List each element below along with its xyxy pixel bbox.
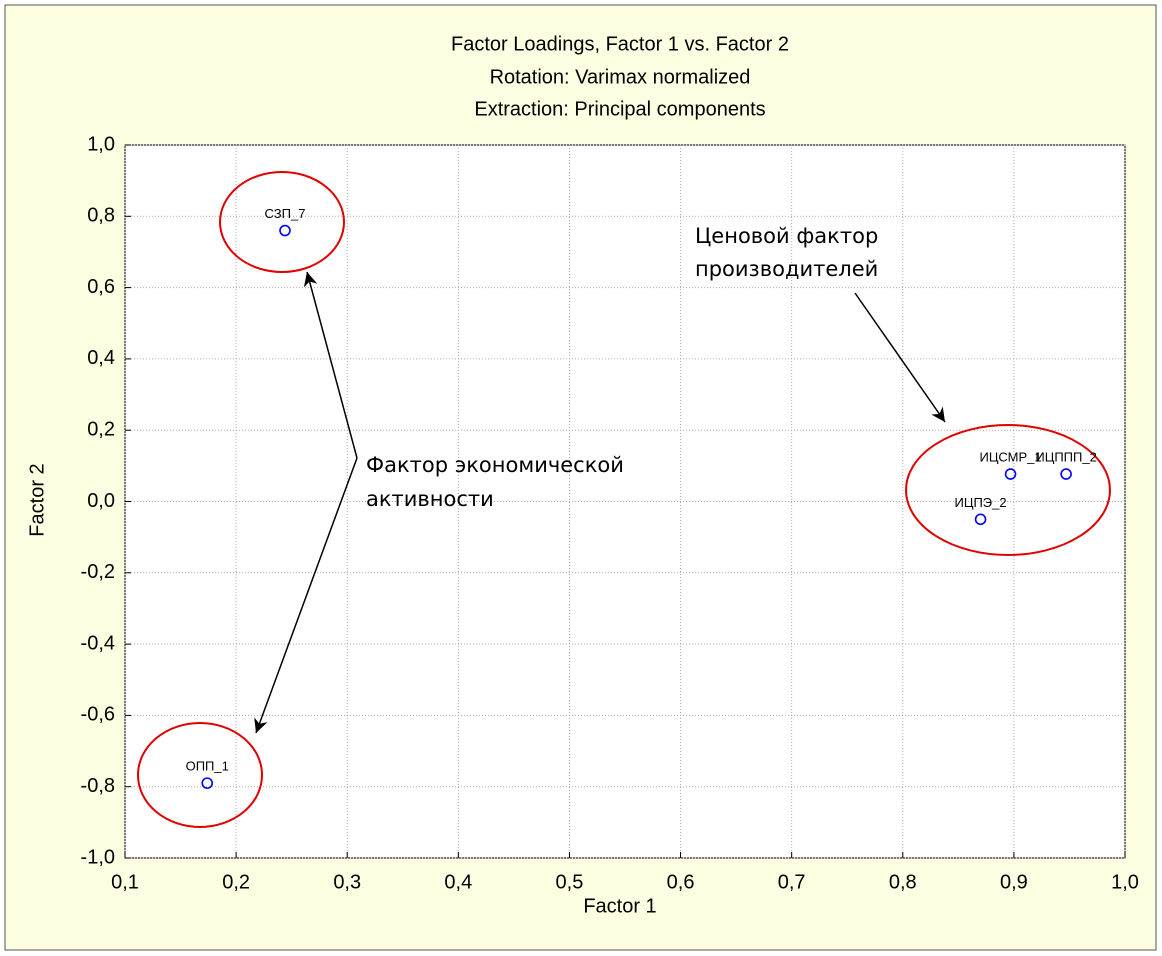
arrow [303, 271, 358, 459]
point [974, 513, 987, 526]
y-tick-label: -0,2 [81, 561, 115, 583]
annotation: производителей [695, 257, 878, 281]
y-tick-label: 0,2 [87, 418, 115, 440]
grid [124, 144, 1126, 859]
point [201, 777, 214, 789]
point-label: СЗП_7 [265, 206, 306, 221]
x-axis-label: Factor 1 [583, 895, 656, 917]
x-tick-label: 0,9 [1000, 871, 1028, 893]
point [279, 224, 291, 237]
annotation: Фактор экономической [366, 453, 624, 477]
y-tick-label: 0,8 [87, 205, 115, 227]
point-label: ИЦСМР_1 [979, 449, 1041, 464]
x-tick-label: 0,1 [111, 871, 139, 893]
plot-area [124, 144, 1126, 859]
x-tick-label: 0,8 [889, 871, 917, 893]
y-tick-label: 0,6 [87, 276, 115, 298]
arrow [854, 292, 946, 423]
y-tick-label: 0,0 [87, 490, 115, 512]
x-tick-label: 0,3 [333, 871, 361, 893]
point [1060, 468, 1072, 480]
y-tick-label: -1,0 [81, 846, 115, 868]
chart-subtitle: Rotation: Varimax normalized [490, 66, 751, 88]
y-tick-label: -0,8 [81, 775, 115, 797]
x-tick-label: 1,0 [1111, 871, 1139, 893]
x-tick-label: 0,4 [444, 871, 472, 893]
chart-title: Factor Loadings, Factor 1 vs. Factor 2 [451, 33, 789, 55]
annotation: активности [366, 487, 494, 511]
y-tick-label: 1,0 [87, 133, 115, 155]
y-axis-label: Factor 2 [26, 463, 48, 536]
annotation: Ценовой фактор [695, 224, 878, 248]
point-label: ИЦПЭ_2 [955, 495, 1007, 510]
arrow [254, 457, 358, 734]
point-label: ОПП_1 [186, 759, 229, 774]
point-label: ИЦППП_2 [1035, 449, 1096, 464]
y-tick-label: -0,6 [81, 704, 115, 726]
x-tick-label: 0,6 [667, 871, 695, 893]
point [1004, 468, 1017, 480]
x-tick-label: 0,2 [222, 871, 250, 893]
cluster-ellipse [219, 171, 345, 273]
cluster-ellipse [137, 722, 263, 828]
cluster-ellipse [905, 424, 1111, 556]
y-tick-label: -0,4 [81, 632, 115, 654]
x-tick-label: 0,5 [556, 871, 584, 893]
x-tick-label: 0,7 [778, 871, 806, 893]
y-tick-label: 0,4 [87, 347, 115, 369]
chart-subtitle: Extraction: Principal components [474, 98, 765, 120]
